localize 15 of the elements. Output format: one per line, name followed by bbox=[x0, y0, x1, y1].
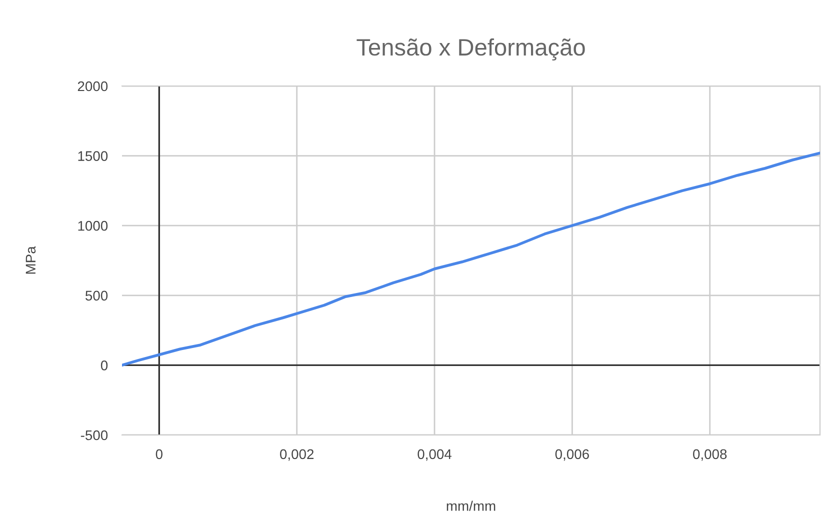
x-tick-label: 0,008 bbox=[693, 449, 727, 461]
x-axis-title: mm/mm bbox=[446, 500, 496, 511]
y-tick-label: -500 bbox=[80, 430, 108, 440]
y-tick-label: 1000 bbox=[78, 220, 108, 231]
y-tick-label: 500 bbox=[85, 290, 108, 301]
x-tick-label: 0,002 bbox=[280, 449, 314, 461]
line-series bbox=[122, 152, 820, 367]
y-tick-label: 1500 bbox=[78, 151, 108, 161]
x-tick-label: 0 bbox=[156, 449, 162, 460]
x-tick-label: 0,004 bbox=[418, 449, 452, 461]
y-tick-label: 0 bbox=[100, 360, 108, 370]
y-axis-title: MPa bbox=[26, 246, 36, 274]
x-tick-label: 0,006 bbox=[555, 449, 589, 461]
y-tick-label: 2000 bbox=[78, 81, 108, 92]
chart-title: Tensão x Deformação bbox=[356, 38, 585, 60]
